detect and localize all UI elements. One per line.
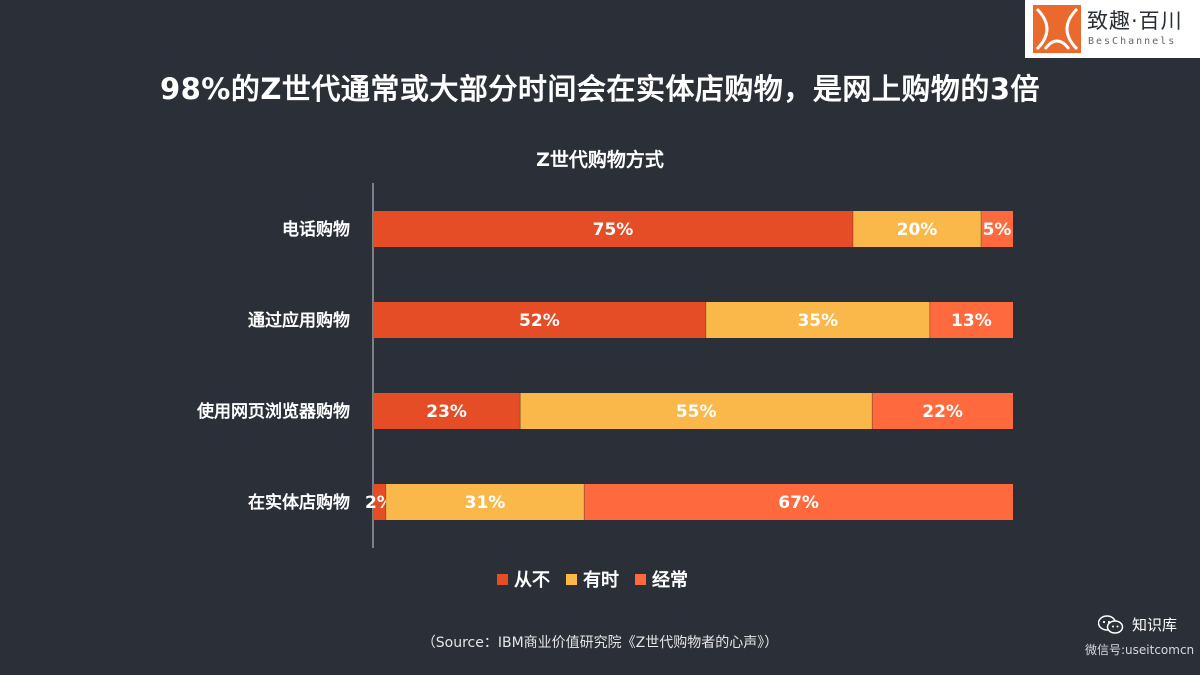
bar-segment-never [373,302,706,338]
category-label: 电话购物 [282,219,350,240]
data-label-sometimes: 20% [897,220,938,240]
bar-segment-often [872,393,1013,429]
bar-segment-sometimes [385,484,585,520]
bar-segment-never [373,211,853,247]
watermark-account: 微信号:useitcomcn [1085,643,1195,657]
data-label-sometimes: 31% [465,493,506,513]
logo-mark-icon [1033,5,1081,53]
legend-swatch-sometimes [566,573,577,585]
data-label-often: 13% [951,311,992,331]
legend-label-sometimes: 有时 [583,570,619,591]
page-headline: 98%的Z世代通常或大部分时间会在实体店购物，是网上购物的3倍 [159,72,1041,106]
data-label-sometimes: 55% [676,402,717,422]
category-label: 通过应用购物 [248,310,350,331]
legend-item-often: 经常 [635,566,688,592]
data-label-often: 67% [778,493,819,513]
chart-title: Z世代购物方式 [536,149,664,171]
category-label: 在实体店购物 [248,492,350,513]
data-label-sometimes: 35% [797,311,838,331]
data-label-often: 5% [983,220,1012,240]
bar-segment-often [584,484,1013,520]
bar-segment-sometimes [705,302,930,338]
legend-item-sometimes: 有时 [566,566,619,592]
data-label-never: 75% [593,220,634,240]
logo-text-cn: 致趣·百川 [1087,9,1183,33]
watermark: 知识库 [1098,614,1177,635]
data-label-often: 22% [922,402,963,422]
legend-item-never: 从不 [497,566,550,592]
legend-label-never: 从不 [514,570,550,591]
legend-swatch-never [497,573,508,585]
data-label-never: 23% [426,402,467,422]
watermark-name: 知识库 [1132,616,1178,634]
chart-legend: 从不 有时 经常 [497,566,688,592]
bar-segment-sometimes [520,393,873,429]
bar-segment-sometimes [853,211,981,247]
bar-segment-never [373,484,386,520]
source-citation: （Source：IBM商业价值研究院《Z世代购物者的心声》） [421,635,779,651]
wechat-icon [1098,614,1124,634]
bar-segment-never [373,393,521,429]
category-label: 使用网页浏览器购物 [196,401,350,422]
data-label-never: 52% [519,311,560,331]
legend-swatch-often [635,573,646,585]
brand-logo: 致趣·百川 BesChannels [1025,0,1200,58]
bar-segment-often [981,211,1013,247]
bar-segment-often [929,302,1013,338]
legend-label-often: 经常 [652,570,688,591]
logo-text-en: BesChannels [1088,36,1177,47]
